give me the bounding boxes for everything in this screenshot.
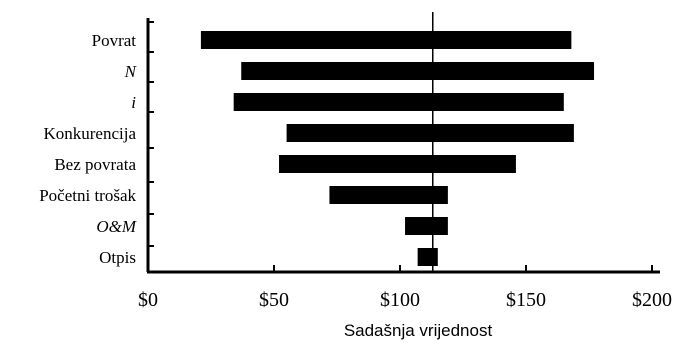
bar-1	[241, 62, 595, 80]
category-label-6: O&M	[96, 217, 137, 236]
bar-4	[279, 155, 516, 173]
category-label-5: Početni trošak	[39, 186, 136, 205]
bar-5	[329, 186, 448, 204]
x-tick-label-2: $100	[380, 289, 420, 311]
category-label-4: Bez povrata	[54, 155, 136, 174]
bar-0	[200, 31, 572, 49]
bar-6	[405, 217, 448, 235]
category-label-0: Povrat	[92, 31, 137, 50]
bar-7	[417, 248, 438, 266]
axes-layer	[146, 12, 660, 274]
category-label-3: Konkurencija	[43, 124, 136, 143]
category-label-1: N	[124, 62, 138, 81]
x-tick-label-4: $200	[632, 289, 672, 311]
x-axis-title: Sadašnja vrijednost	[344, 321, 493, 340]
x-tick-label-0: $0	[138, 289, 158, 311]
category-label-2: i	[131, 93, 136, 112]
bars-layer	[200, 31, 595, 266]
x-tick-label-3: $150	[506, 289, 546, 311]
x-tick-label-1: $50	[259, 289, 289, 311]
category-label-7: Otpis	[99, 248, 136, 267]
bar-2	[233, 93, 564, 111]
bar-3	[286, 124, 574, 142]
labels-layer: Povrat Ni Konkurencija Bez povrata Početni t…	[39, 31, 672, 311]
